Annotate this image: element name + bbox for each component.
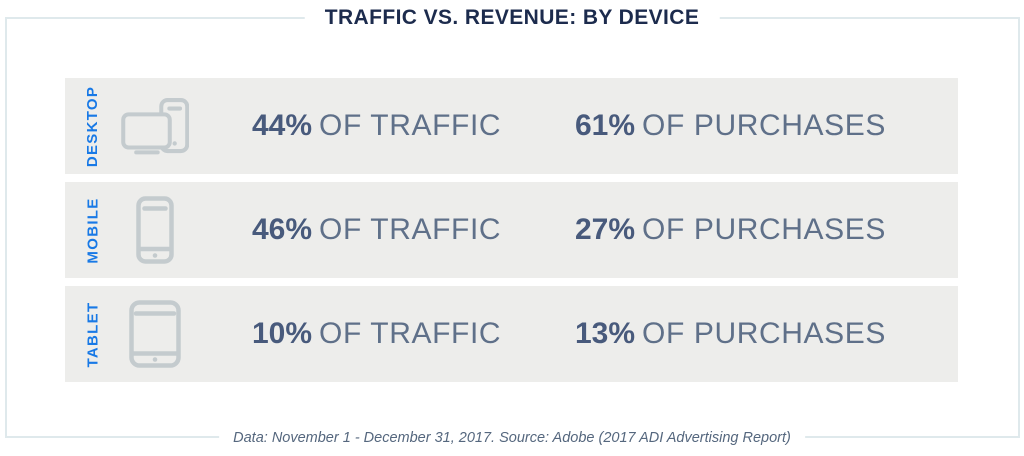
device-label-zone: TABLET (65, 301, 121, 367)
purchases-label: OF PURCHASES (642, 317, 886, 350)
tablet-icon (121, 300, 189, 368)
device-stats-table: DESKTOP 44% OF TRAFFIC 61% OF PURCHASES MO… (65, 78, 958, 390)
traffic-label: OF TRAFFIC (319, 317, 502, 350)
purchases-label: OF PURCHASES (642, 213, 886, 246)
page-title: TRAFFIC VS. REVENUE: BY DEVICE (304, 6, 720, 30)
traffic-label: OF TRAFFIC (319, 109, 502, 142)
desktop-icon (121, 94, 189, 158)
device-label-zone: MOBILE (65, 197, 121, 263)
table-row-desktop: DESKTOP 44% OF TRAFFIC 61% OF PURCHASES (65, 78, 958, 174)
traffic-stat: 46% OF TRAFFIC (252, 213, 575, 247)
traffic-label: OF TRAFFIC (319, 213, 502, 246)
device-label-desktop: DESKTOP (84, 85, 102, 167)
mobile-icon (121, 196, 189, 264)
traffic-stat: 44% OF TRAFFIC (252, 109, 575, 143)
device-label-zone: DESKTOP (65, 85, 121, 166)
table-row-tablet: TABLET 10% OF TRAFFIC 13% OF PURCHASES (65, 286, 958, 382)
table-row-mobile: MOBILE 46% OF TRAFFIC 27% OF PURCHASES (65, 182, 958, 278)
purchases-stat: 61% OF PURCHASES (575, 109, 958, 143)
purchases-stat: 13% OF PURCHASES (575, 317, 958, 351)
device-label-mobile: MOBILE (84, 196, 102, 264)
device-label-tablet: TABLET (84, 301, 102, 367)
purchases-percentage: 13% (575, 317, 636, 350)
traffic-stat: 10% OF TRAFFIC (252, 317, 575, 351)
purchases-stat: 27% OF PURCHASES (575, 213, 958, 247)
purchases-percentage: 27% (575, 213, 636, 246)
purchases-percentage: 61% (575, 109, 636, 142)
purchases-label: OF PURCHASES (642, 109, 886, 142)
data-source-caption: Data: November 1 - December 31, 2017. So… (219, 430, 805, 446)
traffic-percentage: 10% (252, 317, 313, 350)
traffic-percentage: 46% (252, 213, 313, 246)
traffic-percentage: 44% (252, 109, 313, 142)
